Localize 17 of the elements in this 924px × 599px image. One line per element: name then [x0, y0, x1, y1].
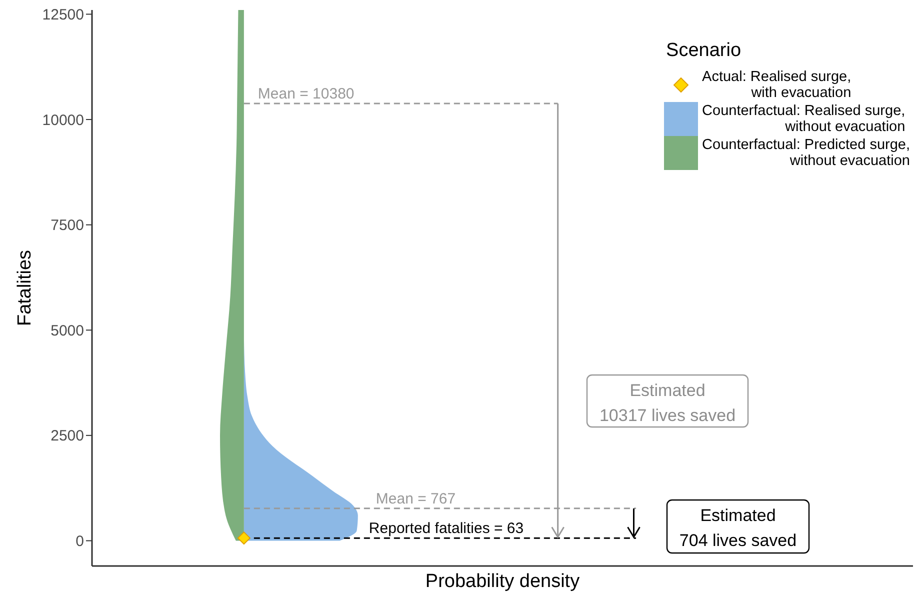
text: Estimated 10317 lives saved	[599, 381, 736, 425]
legend-title: Scenario	[666, 40, 742, 62]
y-tick-label: 7500	[50, 217, 84, 234]
legend-label: Counterfactual: Realised surge, without evacuation	[702, 103, 906, 135]
y-tick-label: 10000	[42, 112, 84, 129]
y-tick-label: 5000	[50, 322, 84, 340]
ref-line-label: Mean = 767	[376, 490, 456, 508]
x-axis-title: Probability density	[425, 571, 580, 592]
y-axis-title: Fatalities	[14, 250, 36, 326]
y-tick-label: 2500	[50, 428, 84, 445]
legend-label: Actual: Realised surge, with evacuation	[702, 69, 852, 101]
legend-label: Counterfactual: Predicted surge, without evacuation	[702, 137, 910, 169]
ref-line-label: Reported fatalities = 63	[368, 520, 524, 538]
ref-line-label: Mean = 10380	[258, 86, 354, 103]
y-tick-label: 0	[76, 533, 84, 550]
y-tick-label: 12500	[42, 6, 84, 24]
text: Estimated 704 lives saved	[679, 506, 797, 550]
